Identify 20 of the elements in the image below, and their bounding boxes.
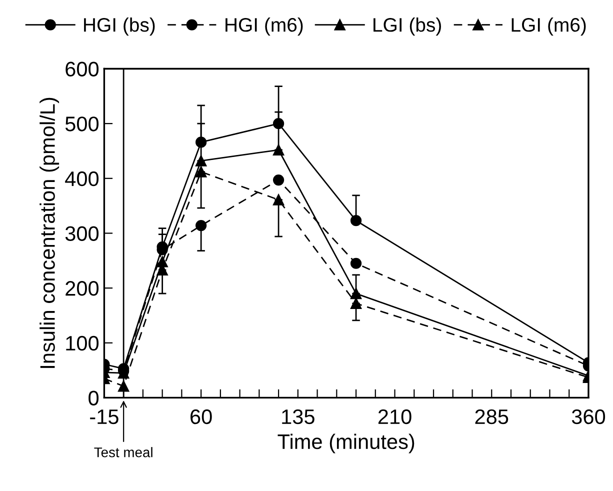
x-axis-title: Time (minutes) [278,434,414,454]
x-tick-label: -15 [90,410,118,424]
x-tick-label: 285 [475,409,508,424]
y-tick-label: 0 [88,390,99,406]
legend-label: HGI (bs) [84,18,155,36]
legend-label: LGI (bs) [374,18,441,36]
y-tick-label: 500 [65,116,99,132]
ref-line-label: Test meal [94,447,152,458]
y-tick-label: 600 [66,62,99,76]
x-tick-label: 360 [572,409,606,424]
y-tick-label: 200 [66,281,99,296]
x-tick-label: 135 [282,409,314,424]
y-tick-label: 400 [65,171,99,186]
legend-label: HGI (m6) [226,18,303,36]
legend-label: LGI (m6) [512,18,586,36]
y-tick-label: 100 [66,336,99,351]
x-tick-label: 210 [378,409,412,424]
y-tick-label: 300 [65,226,99,241]
x-tick-label: 60 [190,409,212,424]
y-axis-title: Insulin concentration (pmol/L) [40,98,60,368]
